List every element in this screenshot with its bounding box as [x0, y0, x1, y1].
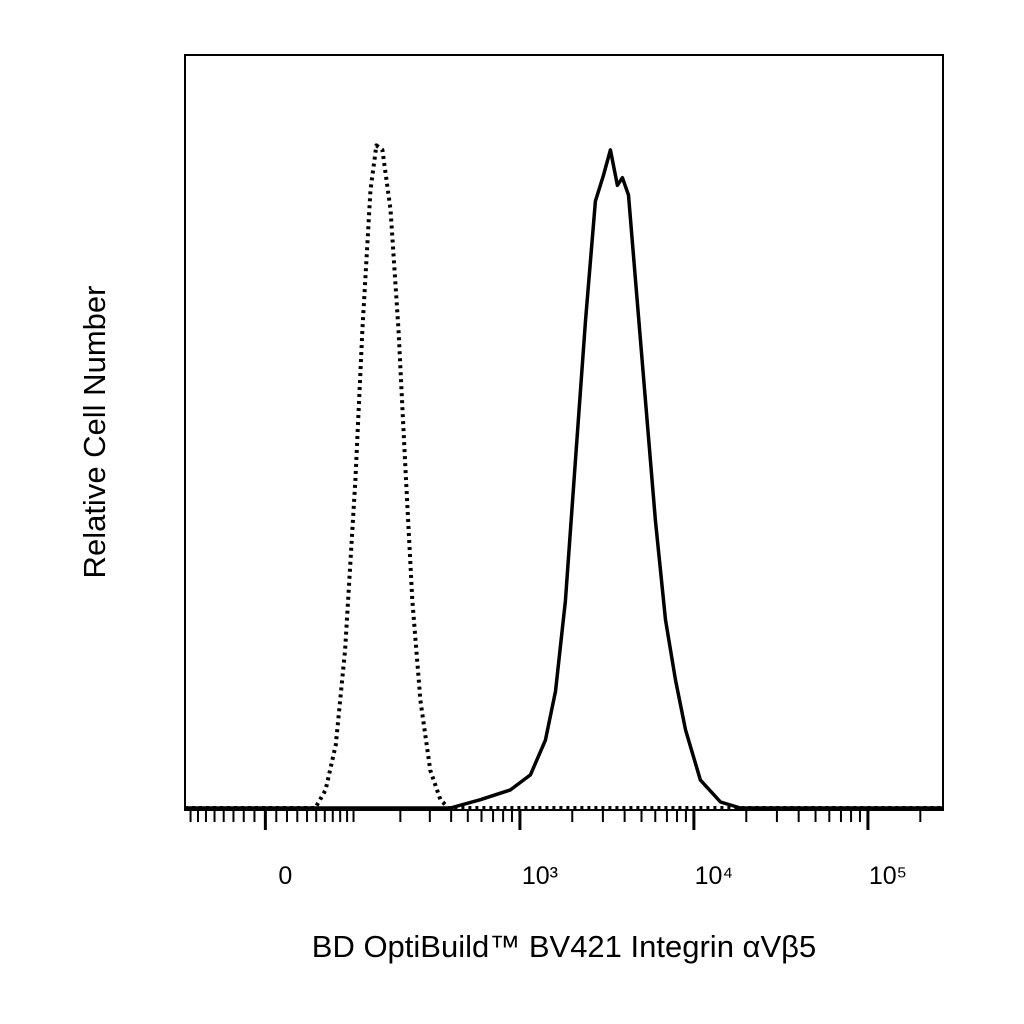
plot-frame	[184, 54, 944, 811]
y-axis-label: Relative Cell Number	[77, 286, 112, 579]
histogram-line	[185, 143, 943, 810]
x-axis-label: BD OptiBuild™ BV421 Integrin αVβ5	[312, 929, 816, 964]
x-tick-label: 10⁵	[869, 862, 907, 890]
x-tick-label: 0	[278, 862, 292, 890]
x-tick-label: 10⁴	[695, 862, 734, 890]
x-tick-label: 10³	[522, 862, 558, 890]
histogram-line	[185, 148, 943, 810]
